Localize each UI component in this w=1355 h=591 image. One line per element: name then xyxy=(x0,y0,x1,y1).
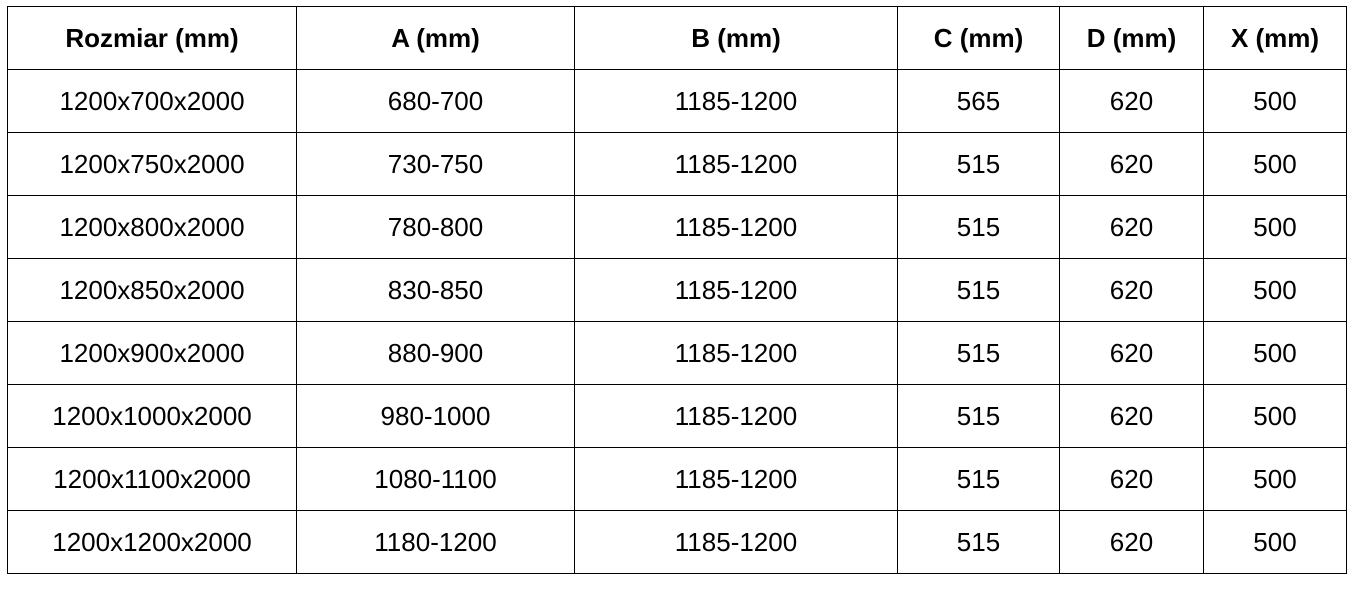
cell-c: 515 xyxy=(897,447,1060,511)
cell-c: 515 xyxy=(897,258,1060,322)
table-row: 1200x1100x2000 1080-1100 1185-1200 515 620 50… xyxy=(7,447,1347,511)
cell-size: 1200x900x2000 xyxy=(7,321,297,385)
cell-size: 1200x1200x2000 xyxy=(7,510,297,574)
column-header-x: X (mm) xyxy=(1203,6,1347,70)
cell-b: 1185-1200 xyxy=(574,132,898,196)
dimensions-table: Rozmiar (mm) A (mm) B (mm) C (mm) D (mm) X (m… xyxy=(7,6,1347,574)
cell-a: 830-850 xyxy=(296,258,575,322)
cell-a: 980-1000 xyxy=(296,384,575,448)
cell-x: 500 xyxy=(1203,195,1347,259)
cell-a: 1180-1200 xyxy=(296,510,575,574)
cell-a: 1080-1100 xyxy=(296,447,575,511)
cell-size: 1200x750x2000 xyxy=(7,132,297,196)
cell-c: 515 xyxy=(897,510,1060,574)
cell-b: 1185-1200 xyxy=(574,447,898,511)
cell-size: 1200x1100x2000 xyxy=(7,447,297,511)
cell-b: 1185-1200 xyxy=(574,195,898,259)
cell-d: 620 xyxy=(1059,447,1204,511)
column-header-b: B (mm) xyxy=(574,6,898,70)
cell-a: 680-700 xyxy=(296,69,575,133)
column-header-d: D (mm) xyxy=(1059,6,1204,70)
cell-x: 500 xyxy=(1203,258,1347,322)
column-header-a: A (mm) xyxy=(296,6,575,70)
cell-c: 515 xyxy=(897,132,1060,196)
cell-a: 780-800 xyxy=(296,195,575,259)
cell-x: 500 xyxy=(1203,447,1347,511)
cell-b: 1185-1200 xyxy=(574,69,898,133)
cell-x: 500 xyxy=(1203,69,1347,133)
cell-size: 1200x1000x2000 xyxy=(7,384,297,448)
table-row: 1200x850x2000 830-850 1185-1200 515 620 500 xyxy=(7,258,1347,322)
cell-b: 1185-1200 xyxy=(574,384,898,448)
cell-size: 1200x800x2000 xyxy=(7,195,297,259)
cell-x: 500 xyxy=(1203,384,1347,448)
column-header-c: C (mm) xyxy=(897,6,1060,70)
cell-c: 515 xyxy=(897,384,1060,448)
table-row: 1200x1200x2000 1180-1200 1185-1200 515 620 50… xyxy=(7,510,1347,574)
cell-b: 1185-1200 xyxy=(574,510,898,574)
cell-x: 500 xyxy=(1203,510,1347,574)
cell-c: 515 xyxy=(897,195,1060,259)
cell-d: 620 xyxy=(1059,384,1204,448)
cell-a: 730-750 xyxy=(296,132,575,196)
cell-b: 1185-1200 xyxy=(574,321,898,385)
table-row: 1200x750x2000 730-750 1185-1200 515 620 500 xyxy=(7,132,1347,196)
cell-x: 500 xyxy=(1203,321,1347,385)
cell-d: 620 xyxy=(1059,195,1204,259)
table-row: 1200x700x2000 680-700 1185-1200 565 620 500 xyxy=(7,69,1347,133)
header-row: Rozmiar (mm) A (mm) B (mm) C (mm) D (mm) X (m… xyxy=(7,6,1347,70)
column-header-size: Rozmiar (mm) xyxy=(7,6,297,70)
cell-d: 620 xyxy=(1059,321,1204,385)
cell-d: 620 xyxy=(1059,132,1204,196)
table-row: 1200x900x2000 880-900 1185-1200 515 620 500 xyxy=(7,321,1347,385)
cell-c: 565 xyxy=(897,69,1060,133)
cell-size: 1200x850x2000 xyxy=(7,258,297,322)
cell-d: 620 xyxy=(1059,69,1204,133)
cell-x: 500 xyxy=(1203,132,1347,196)
table-row: 1200x1000x2000 980-1000 1185-1200 515 620 500 xyxy=(7,384,1347,448)
cell-d: 620 xyxy=(1059,258,1204,322)
table-row: 1200x800x2000 780-800 1185-1200 515 620 500 xyxy=(7,195,1347,259)
cell-d: 620 xyxy=(1059,510,1204,574)
cell-b: 1185-1200 xyxy=(574,258,898,322)
cell-c: 515 xyxy=(897,321,1060,385)
cell-a: 880-900 xyxy=(296,321,575,385)
cell-size: 1200x700x2000 xyxy=(7,69,297,133)
